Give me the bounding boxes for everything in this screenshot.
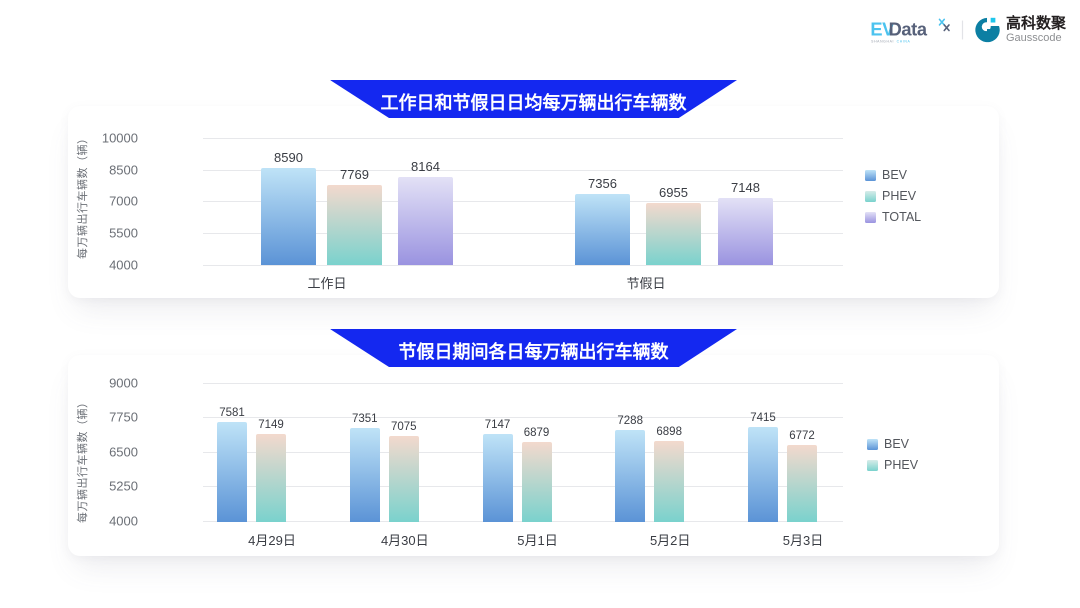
svg-text:Data: Data <box>889 18 928 39</box>
svg-text:SHANGHAI: SHANGHAI <box>871 39 894 43</box>
svg-text:CHINA: CHINA <box>897 39 911 43</box>
